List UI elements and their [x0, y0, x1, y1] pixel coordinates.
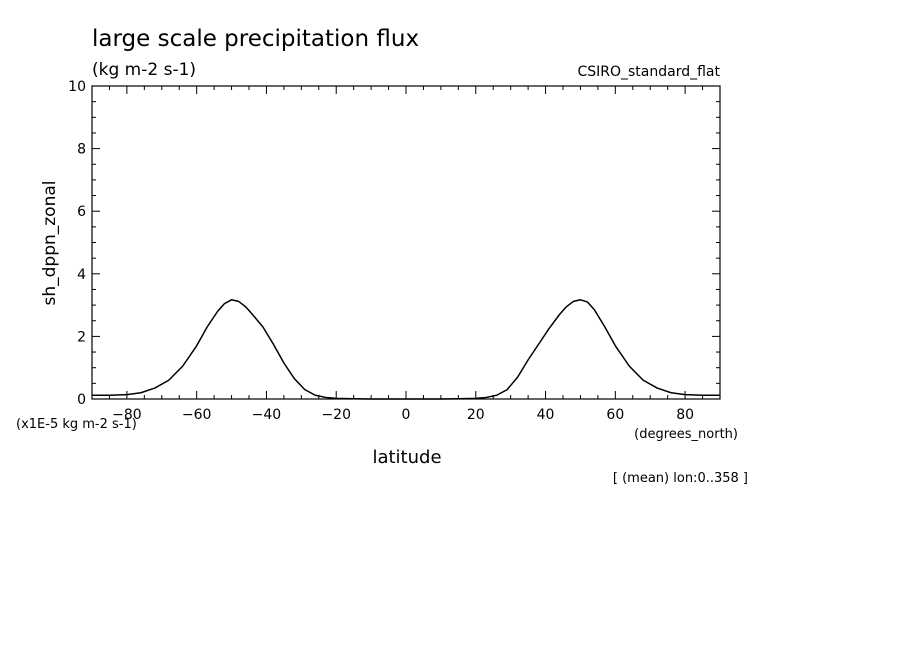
- plot-axes: [91, 85, 721, 400]
- series-group: [92, 299, 720, 400]
- y-tick-label: 6: [77, 204, 86, 220]
- y-scale-note: (x1E-5 kg m-2 s-1): [16, 417, 137, 432]
- series-line: [92, 299, 720, 400]
- x-tick-label: 0: [402, 407, 411, 423]
- x-axis-units: (degrees_north): [634, 427, 738, 442]
- y-tick-label: 4: [77, 267, 86, 283]
- tick-marks: [91, 85, 721, 400]
- x-axis-label: latitude: [372, 447, 441, 468]
- x-tick-label: 60: [606, 407, 624, 423]
- x-tick-label: 20: [467, 407, 485, 423]
- footnote: [ (mean) lon:0..358 ]: [613, 471, 748, 486]
- x-tick-label: 80: [676, 407, 694, 423]
- plot-frame: [91, 85, 721, 400]
- y-tick-label: 8: [77, 142, 86, 158]
- x-tick-label: −60: [182, 407, 212, 423]
- y-tick-label: 0: [77, 392, 86, 408]
- dataset-label: CSIRO_standard_flat: [577, 64, 720, 80]
- y-tick-label: 2: [77, 329, 86, 345]
- x-tick-label: −40: [252, 407, 282, 423]
- y-axis-label: sh_dppn_zonal: [40, 180, 60, 305]
- x-tick-label: −80: [112, 407, 142, 423]
- chart-title: large scale precipitation flux: [92, 26, 419, 52]
- x-tick-label: −20: [321, 407, 351, 423]
- y-tick-labels: 0 2 4 6 8 10: [68, 79, 86, 408]
- x-tick-labels: −80 −60 −40 −20 0 20 40 60 80: [112, 407, 694, 423]
- y-tick-label: 10: [68, 79, 86, 95]
- chart-units: (kg m-2 s-1): [92, 60, 196, 80]
- x-tick-label: 40: [537, 407, 555, 423]
